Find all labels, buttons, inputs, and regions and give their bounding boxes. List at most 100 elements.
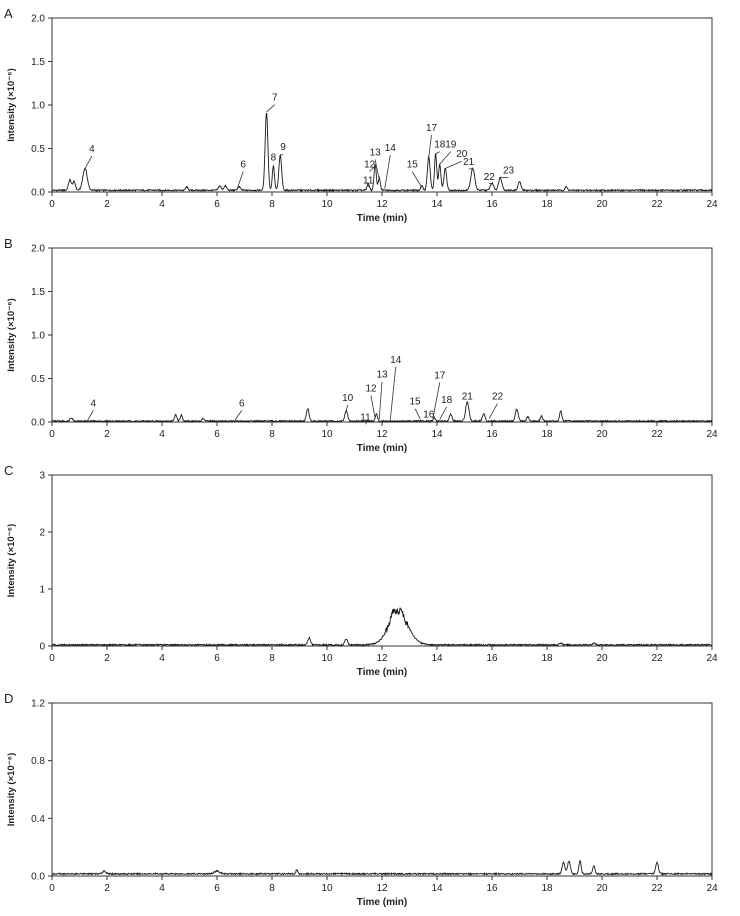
peak-label: 11: [360, 412, 371, 423]
y-axis-label: Intensity (×10⁻⁶): [6, 524, 17, 598]
peak-label: 6: [240, 160, 246, 171]
x-tick-label: 4: [159, 429, 165, 440]
peak-label: 12: [364, 160, 376, 171]
y-tick-label: 0.5: [31, 144, 45, 155]
y-tick-label: 1.2: [31, 699, 45, 710]
peak-leader-line: [411, 171, 423, 188]
plot-frame: [51, 474, 713, 647]
x-tick-label: 16: [486, 883, 498, 894]
peak-label: 4: [89, 144, 95, 155]
y-tick-label: 3: [39, 471, 45, 482]
x-tick-label: 20: [596, 883, 608, 894]
x-tick-label: 18: [541, 883, 553, 894]
y-tick-label: 1.0: [31, 101, 45, 112]
x-tick-label: 22: [651, 199, 663, 210]
peak-label: 21: [462, 391, 474, 402]
peak-leader-line: [488, 403, 498, 419]
peak-label: 6: [239, 398, 245, 409]
x-tick-label: 6: [214, 653, 220, 664]
x-tick-label: 0: [49, 199, 55, 210]
x-axis-label: Time (min): [357, 213, 407, 224]
peak-label: 12: [365, 384, 377, 395]
y-tick-label: 0.4: [31, 814, 45, 825]
x-tick-label: 10: [321, 653, 333, 664]
y-axis-label: Intensity (×10⁻⁶): [6, 68, 17, 142]
x-tick-label: 6: [214, 199, 220, 210]
peak-label: 13: [370, 147, 382, 158]
x-tick-label: 12: [376, 199, 388, 210]
plot-frame: [51, 702, 713, 877]
x-tick-label: 0: [49, 883, 55, 894]
plot-frame: [51, 17, 713, 193]
x-axis-label: Time (min): [357, 897, 407, 908]
peak-label: 17: [434, 371, 446, 382]
peak-leader-line: [365, 419, 369, 425]
panel-label: B: [4, 236, 13, 251]
x-tick-label: 12: [376, 429, 388, 440]
peak-label: 18: [434, 140, 446, 151]
x-tick-label: 24: [706, 883, 718, 894]
peak-leader-line: [84, 155, 93, 169]
x-tick-label: 8: [269, 429, 275, 440]
x-tick-label: 2: [104, 429, 110, 440]
peak-leader-line: [87, 410, 94, 421]
x-tick-label: 18: [541, 199, 553, 210]
y-tick-label: 0.5: [31, 374, 45, 385]
peak-label: 15: [409, 397, 421, 408]
chromatogram-trace: [51, 859, 713, 876]
peak-label: 20: [456, 149, 468, 160]
peak-leader-line: [468, 168, 473, 170]
peak-leader-line: [266, 104, 276, 113]
plot-frame: [51, 247, 713, 423]
y-tick-label: 2: [39, 528, 45, 539]
y-tick-label: 2.0: [31, 14, 45, 25]
y-tick-label: 0.0: [31, 188, 45, 199]
panel-label: C: [4, 463, 13, 478]
x-tick-label: 24: [706, 653, 718, 664]
x-tick-label: 18: [541, 653, 553, 664]
peak-leader-line: [439, 151, 452, 165]
x-tick-label: 24: [706, 199, 718, 210]
x-tick-label: 10: [321, 199, 333, 210]
x-tick-label: 12: [376, 883, 388, 894]
x-tick-label: 22: [651, 429, 663, 440]
peak-label: 9: [280, 142, 286, 153]
x-tick-label: 16: [486, 653, 498, 664]
peak-label: 13: [376, 370, 388, 381]
chart-panel-b: B0 2 4 6 8 10 12 14 16 18 20 22 240.00.51.01.52.0Tim…: [4, 236, 718, 454]
peak-leader-line: [234, 410, 243, 421]
peak-leader-line: [435, 151, 440, 155]
peak-leader-line: [428, 135, 432, 158]
y-axis-label: Intensity (×10⁻⁶): [6, 753, 17, 827]
y-tick-label: 0: [39, 642, 45, 653]
x-tick-label: 6: [214, 883, 220, 894]
x-tick-label: 12: [376, 653, 388, 664]
peak-leader-line: [378, 381, 383, 420]
peak-leader-line: [384, 155, 391, 189]
x-tick-label: 20: [596, 429, 608, 440]
peak-leader-line: [439, 406, 447, 420]
peak-label: 11: [363, 175, 374, 186]
x-tick-label: 4: [159, 199, 165, 210]
peak-leader-line: [345, 405, 349, 411]
peak-label: 15: [407, 160, 419, 171]
peak-label: 22: [484, 172, 496, 183]
peak-label: 19: [445, 140, 457, 151]
x-axis-label: Time (min): [357, 443, 407, 454]
x-tick-label: 16: [486, 429, 498, 440]
peak-leader-line: [369, 165, 376, 172]
peak-label: 23: [503, 166, 515, 177]
peak-leader-line: [500, 176, 509, 179]
y-tick-label: 0.8: [31, 756, 45, 767]
peak-leader-line: [237, 171, 244, 188]
peak-leader-line: [425, 419, 429, 423]
x-tick-label: 2: [104, 883, 110, 894]
peak-leader-line: [389, 366, 397, 421]
peak-label: 8: [271, 153, 277, 164]
x-tick-label: 24: [706, 429, 718, 440]
peak-leader-line: [414, 408, 421, 420]
peak-leader-line: [489, 182, 493, 185]
chart-panel-a: A0 2 4 6 8 10 12 14 16 18 20 22 240.00.51.01.52.0Tim…: [4, 6, 718, 224]
